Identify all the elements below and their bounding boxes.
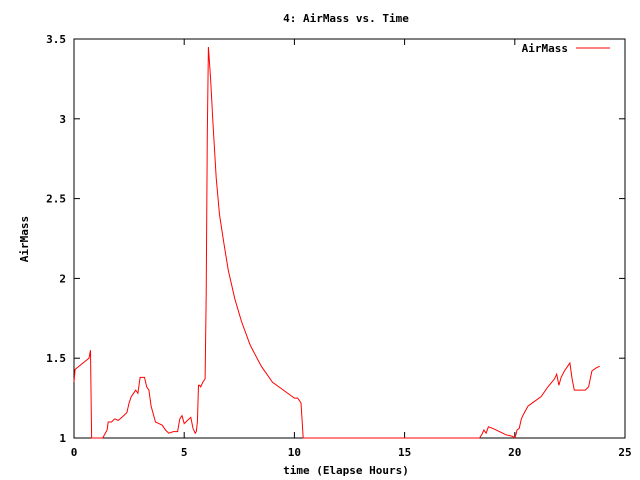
y-axis-label: AirMass bbox=[18, 216, 31, 262]
x-tick-label: 0 bbox=[71, 446, 78, 459]
x-tick-label: 5 bbox=[181, 446, 188, 459]
x-tick-label: 20 bbox=[508, 446, 521, 459]
x-axis-ticks: 0 5 10 15 20 25 bbox=[71, 39, 632, 459]
x-axis-label: time (Elapse Hours) bbox=[283, 464, 409, 477]
y-tick-label: 3.5 bbox=[46, 33, 66, 46]
chart-title: 4: AirMass vs. Time bbox=[283, 12, 409, 25]
x-tick-label: 25 bbox=[618, 446, 631, 459]
y-axis-ticks: 1 1.5 2 2.5 3 3.5 bbox=[46, 33, 625, 445]
y-tick-label: 1.5 bbox=[46, 352, 66, 365]
legend: AirMass bbox=[522, 42, 610, 55]
x-tick-label: 10 bbox=[288, 446, 301, 459]
series-layer bbox=[73, 46, 600, 439]
x-tick-label: 15 bbox=[398, 446, 411, 459]
y-tick-label: 1 bbox=[59, 432, 66, 445]
legend-label-airmass: AirMass bbox=[522, 42, 568, 55]
series-line-airmass bbox=[73, 46, 600, 439]
y-tick-label: 2 bbox=[59, 272, 66, 285]
y-tick-label: 3 bbox=[59, 113, 66, 126]
plot-frame bbox=[73, 38, 626, 439]
y-tick-label: 2.5 bbox=[46, 193, 66, 206]
